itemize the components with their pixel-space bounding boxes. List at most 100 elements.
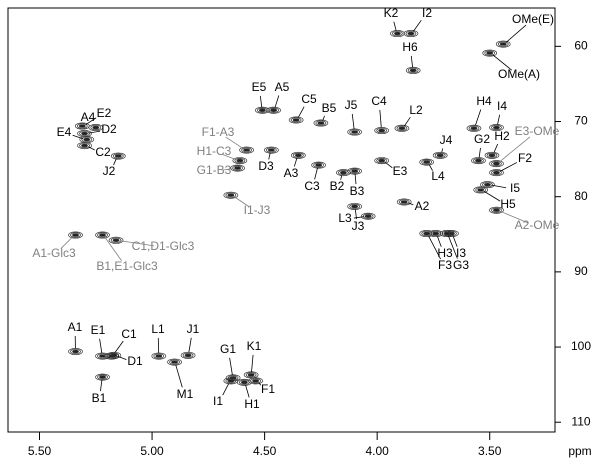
cross-peak (80, 136, 94, 142)
peak-label: M1 (177, 387, 194, 401)
cross-peak (485, 152, 499, 158)
y-tick-label: 70 (574, 114, 588, 128)
cross-peak (348, 129, 362, 135)
contour-ring (93, 126, 99, 129)
contour-ring (84, 138, 90, 141)
peak-label: A1 (68, 320, 83, 334)
peak-label: L3 (338, 211, 352, 225)
contour-ring (493, 162, 499, 165)
peak-label: E3 (393, 164, 408, 178)
cross-peak (375, 127, 389, 133)
cross-peak (233, 157, 247, 163)
y-tick-label: 90 (574, 264, 588, 278)
cross-peak (348, 203, 362, 209)
peak-label: E5 (252, 80, 267, 94)
contour-ring (410, 69, 416, 72)
peak-label: L1 (151, 322, 165, 336)
cross-peak (255, 107, 269, 113)
cross-peak (375, 157, 389, 163)
contour-ring (293, 119, 299, 122)
contour-ring (156, 355, 162, 358)
contour-ring (235, 167, 241, 170)
y-tick-label: 80 (574, 189, 588, 203)
peak-label: F1 (261, 382, 275, 396)
peak-label: J1 (187, 322, 200, 336)
peak-label: D1 (127, 354, 143, 368)
contour-ring (82, 144, 88, 147)
leader-line (100, 380, 101, 391)
leader-line (114, 341, 123, 354)
contour-ring (253, 380, 259, 383)
leader-line (100, 339, 102, 353)
peak-label: J2 (103, 164, 116, 178)
peak-label: J3 (352, 219, 365, 233)
cross-peak (96, 232, 110, 238)
peak-label: A2-OMe (515, 218, 560, 232)
peak-label: F1-A3 (202, 125, 235, 139)
cross-peak (420, 230, 434, 236)
peak-label: G1-B3 (197, 163, 232, 177)
contour-ring (100, 376, 106, 379)
peak-label: K2 (384, 6, 399, 20)
contour-ring (82, 132, 88, 135)
contour-ring (408, 32, 414, 35)
peak-label: C2 (95, 145, 111, 159)
contour-ring (295, 154, 301, 157)
contour-ring (111, 354, 117, 357)
contour-ring (244, 149, 250, 152)
contour-ring (471, 127, 477, 130)
x-tick-label: 5.00 (140, 444, 164, 458)
contour-ring (365, 215, 371, 218)
contour-ring (228, 380, 234, 383)
cross-peak (483, 50, 497, 56)
y-tick-label: 110 (571, 414, 590, 428)
contour-ring (484, 183, 490, 186)
cross-peak (397, 199, 411, 205)
peak-label: H4 (476, 94, 492, 108)
contour-ring (478, 189, 484, 192)
peak-label: L2 (409, 103, 423, 117)
x-axis-label: ppm (568, 444, 591, 458)
peak-label: I4 (497, 99, 507, 113)
cross-peak (404, 30, 418, 36)
contour-ring (475, 159, 481, 162)
cross-peak (489, 160, 503, 166)
peak-label: F3 (438, 258, 452, 272)
x-tick-label: 3.50 (478, 444, 502, 458)
cross-peak (231, 165, 245, 171)
cross-peak (78, 142, 92, 148)
peak-label: H1 (244, 397, 260, 411)
peak-label: C3 (304, 179, 320, 193)
cross-peak (291, 152, 305, 158)
contour-ring (228, 194, 234, 197)
peak-label: I5 (510, 181, 520, 195)
contour-ring (113, 239, 119, 242)
leader-line (352, 114, 354, 129)
peak-label: B2 (330, 179, 345, 193)
peak-label: G3 (453, 258, 469, 272)
leader-line (380, 110, 381, 128)
peak-label: A4 (81, 110, 96, 124)
leader-line (453, 236, 457, 246)
cross-peak (224, 378, 238, 384)
peak-label: G2 (474, 132, 490, 146)
leader-line (484, 191, 500, 201)
leader-line (275, 95, 279, 107)
peak-label: E3-OMe (515, 124, 560, 138)
contour-ring (115, 155, 121, 158)
peak-label: H2 (494, 129, 510, 143)
x-tick-label: 5.50 (28, 444, 52, 458)
peak-label: C1,D1-Glc3 (132, 239, 195, 253)
peak-label: H6 (402, 40, 418, 54)
leader-line (176, 365, 182, 387)
leader-line (394, 22, 396, 31)
contour-ring (379, 159, 385, 162)
peak-label: I2 (422, 6, 432, 20)
contour-ring (241, 381, 247, 384)
leader-line (323, 116, 325, 120)
peak-label: C1 (121, 327, 137, 341)
peak-label: L4 (431, 169, 445, 183)
contour-ring (444, 232, 450, 235)
leader-line (506, 25, 526, 42)
